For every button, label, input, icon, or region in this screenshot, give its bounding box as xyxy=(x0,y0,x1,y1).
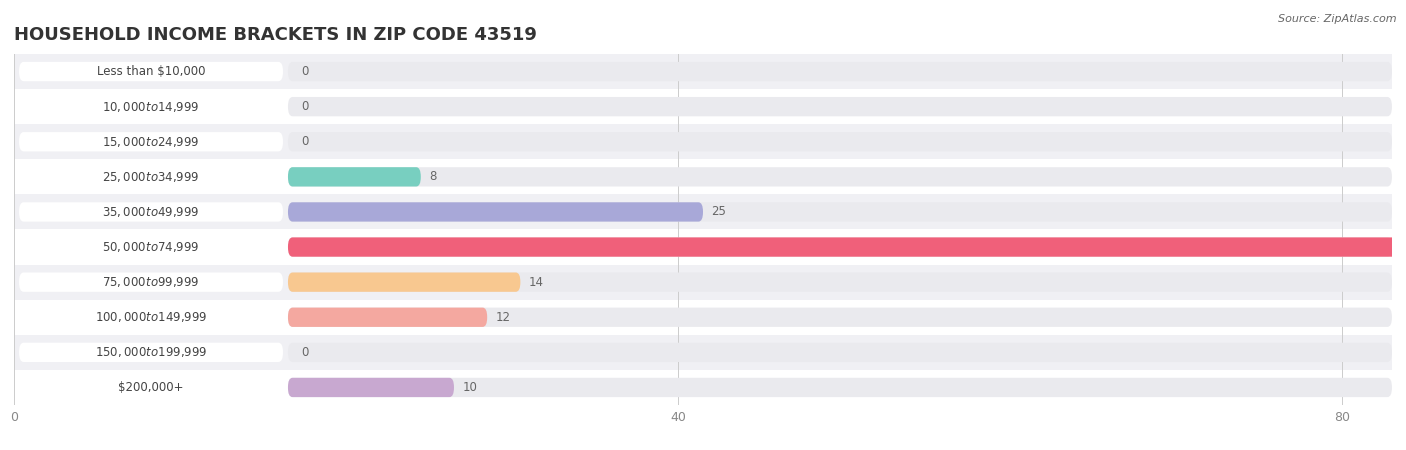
FancyBboxPatch shape xyxy=(288,97,1392,116)
FancyBboxPatch shape xyxy=(20,343,283,362)
Text: 8: 8 xyxy=(429,171,436,183)
FancyBboxPatch shape xyxy=(20,238,283,256)
Text: 25: 25 xyxy=(711,206,725,218)
Text: 0: 0 xyxy=(301,135,309,148)
Text: 12: 12 xyxy=(495,311,510,324)
Bar xyxy=(14,265,1392,300)
Text: $25,000 to $34,999: $25,000 to $34,999 xyxy=(103,170,200,184)
Text: 0: 0 xyxy=(301,65,309,78)
FancyBboxPatch shape xyxy=(20,62,283,81)
Text: 0: 0 xyxy=(301,100,309,113)
Text: $150,000 to $199,999: $150,000 to $199,999 xyxy=(94,345,207,360)
Bar xyxy=(14,194,1392,230)
FancyBboxPatch shape xyxy=(288,167,1392,186)
FancyBboxPatch shape xyxy=(288,273,1392,292)
FancyBboxPatch shape xyxy=(288,202,1392,221)
Text: $200,000+: $200,000+ xyxy=(118,381,184,394)
FancyBboxPatch shape xyxy=(288,343,1392,362)
Text: $15,000 to $24,999: $15,000 to $24,999 xyxy=(103,135,200,149)
Bar xyxy=(14,54,1392,89)
FancyBboxPatch shape xyxy=(288,308,1392,327)
Text: $10,000 to $14,999: $10,000 to $14,999 xyxy=(103,99,200,114)
Text: HOUSEHOLD INCOME BRACKETS IN ZIP CODE 43519: HOUSEHOLD INCOME BRACKETS IN ZIP CODE 43… xyxy=(14,26,537,44)
Bar xyxy=(14,370,1392,405)
Text: 14: 14 xyxy=(529,276,544,288)
Bar xyxy=(14,335,1392,370)
Text: 10: 10 xyxy=(463,381,477,394)
FancyBboxPatch shape xyxy=(20,132,283,151)
Text: 0: 0 xyxy=(301,346,309,359)
FancyBboxPatch shape xyxy=(20,378,283,397)
FancyBboxPatch shape xyxy=(288,132,1392,151)
Bar xyxy=(14,300,1392,335)
FancyBboxPatch shape xyxy=(288,308,488,327)
Text: $35,000 to $49,999: $35,000 to $49,999 xyxy=(103,205,200,219)
FancyBboxPatch shape xyxy=(288,167,420,186)
FancyBboxPatch shape xyxy=(288,202,703,221)
FancyBboxPatch shape xyxy=(288,238,1406,256)
FancyBboxPatch shape xyxy=(20,167,283,186)
FancyBboxPatch shape xyxy=(20,97,283,116)
FancyBboxPatch shape xyxy=(288,62,1392,81)
FancyBboxPatch shape xyxy=(288,238,1392,256)
Text: Source: ZipAtlas.com: Source: ZipAtlas.com xyxy=(1278,14,1396,23)
Bar xyxy=(14,230,1392,265)
Bar xyxy=(14,89,1392,124)
FancyBboxPatch shape xyxy=(288,378,454,397)
Bar xyxy=(14,124,1392,159)
FancyBboxPatch shape xyxy=(288,273,520,292)
FancyBboxPatch shape xyxy=(288,378,1392,397)
FancyBboxPatch shape xyxy=(20,273,283,292)
FancyBboxPatch shape xyxy=(20,202,283,221)
Text: $75,000 to $99,999: $75,000 to $99,999 xyxy=(103,275,200,289)
FancyBboxPatch shape xyxy=(20,308,283,327)
Text: Less than $10,000: Less than $10,000 xyxy=(97,65,205,78)
Bar xyxy=(14,159,1392,194)
Text: $50,000 to $74,999: $50,000 to $74,999 xyxy=(103,240,200,254)
Text: $100,000 to $149,999: $100,000 to $149,999 xyxy=(94,310,207,324)
